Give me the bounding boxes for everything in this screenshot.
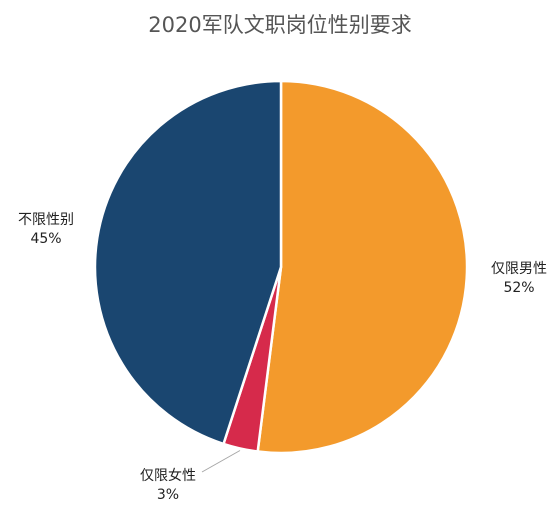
chart-title: 2020军队文职岗位性别要求	[148, 13, 411, 37]
slice-label-1: 仅限男性	[491, 261, 547, 277]
leader-line-2	[201, 450, 241, 473]
slice-label-2: 仅限女性	[140, 467, 196, 484]
slice-percent-3: 45%	[30, 231, 61, 247]
pie-slice-1	[256, 79, 469, 455]
pie-labels: 仅限男性 52% 仅限女性 3% 不限性别 45%	[18, 212, 547, 503]
pie-slice-3	[93, 79, 283, 446]
slice-percent-2: 3%	[157, 487, 179, 503]
pie-slices	[93, 79, 469, 455]
slice-label-3: 不限性别	[18, 212, 74, 228]
slice-percent-1: 52%	[503, 280, 534, 296]
